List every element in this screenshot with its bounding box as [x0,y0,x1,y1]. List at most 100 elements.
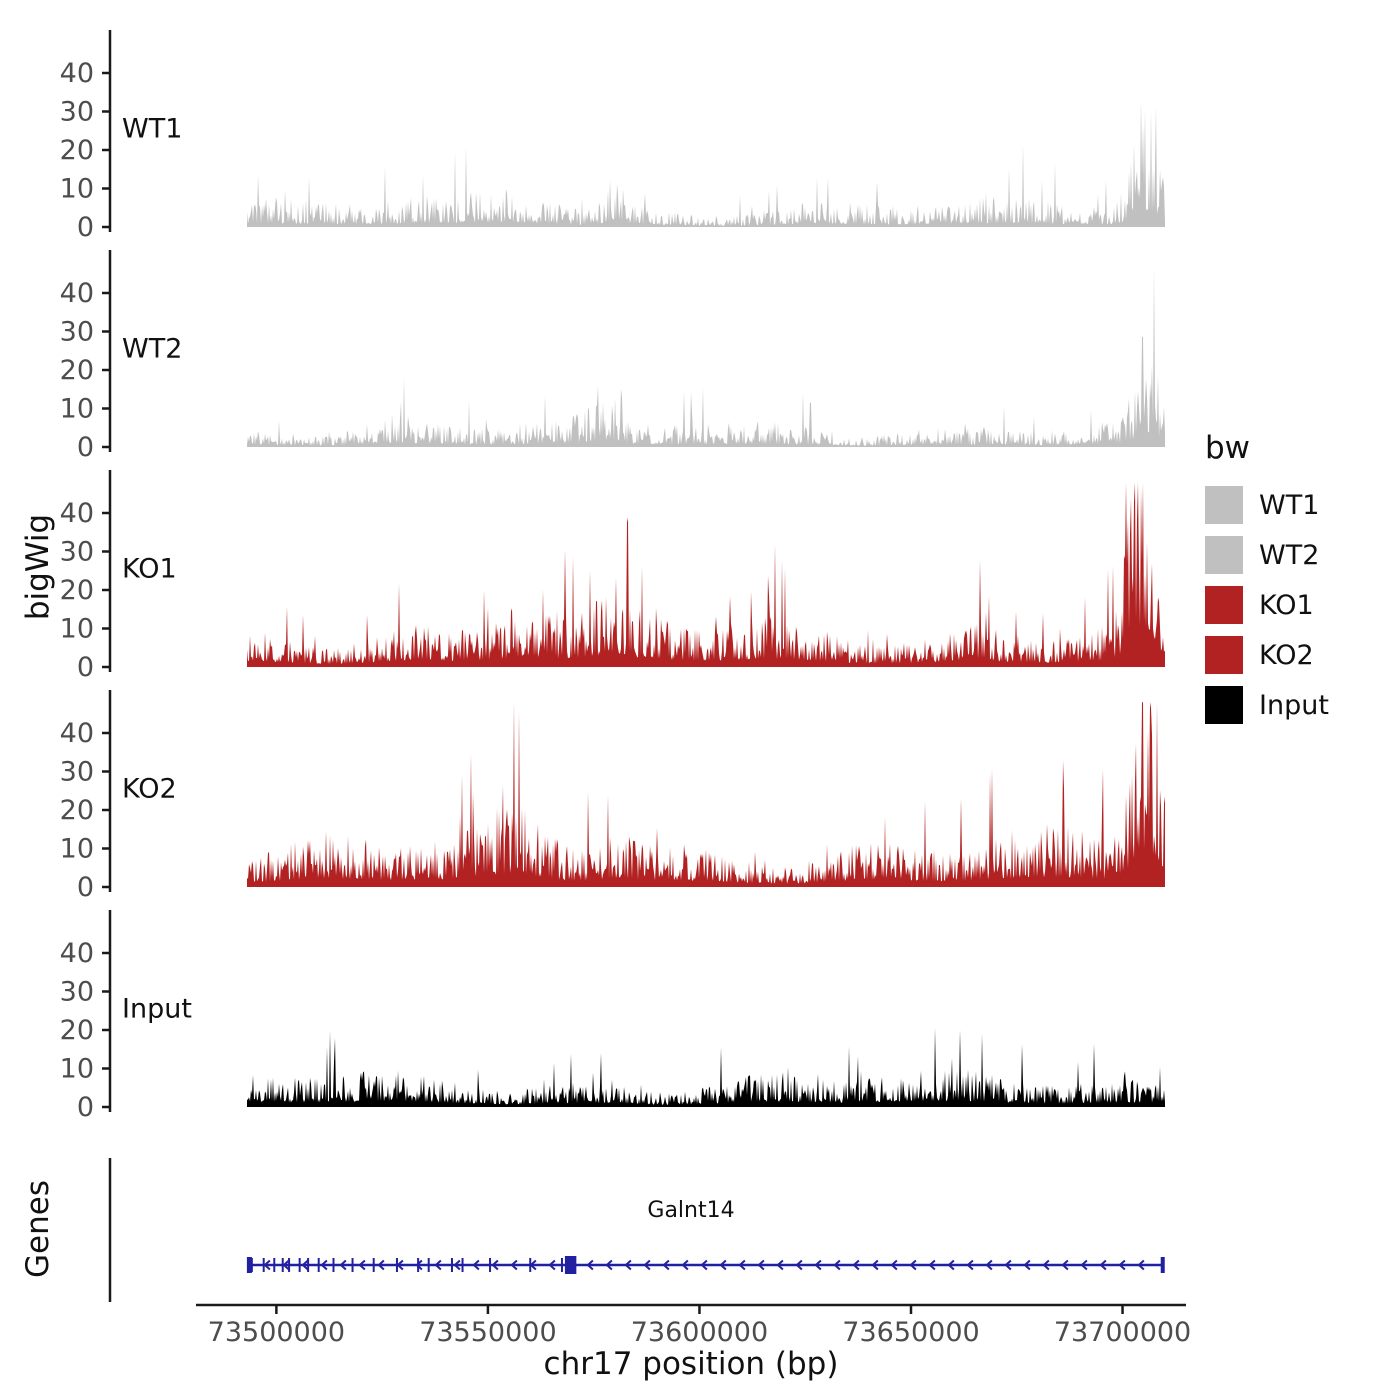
y-tick-label: 40 [60,938,94,969]
gene-track [108,1158,1165,1302]
strand-arrow-left-icon [909,1259,917,1271]
strand-arrow-left-icon [852,1259,860,1271]
strand-arrow-left-icon [567,1259,575,1271]
legend-item-KO1: KO1 [1205,580,1329,630]
y-tick-label: 10 [60,174,94,205]
coverage-area-KO1 [247,482,1165,667]
y-axis-title-bigwig: bigWig [20,513,56,621]
y-tick-label: 0 [77,212,94,243]
strand-arrow-left-icon [339,1259,347,1271]
strand-arrow-left-icon [776,1259,784,1271]
gene-name-label: Galnt14 [647,1198,735,1223]
strand-arrow-left-icon [624,1259,632,1271]
y-tick-label: 30 [60,537,94,568]
strand-arrow-left-icon [890,1259,898,1271]
strand-arrow-left-icon [662,1259,670,1271]
strand-arrow-left-icon [396,1259,404,1271]
y-tick-label: 20 [60,1015,94,1046]
legend-swatch-icon [1205,636,1243,674]
strand-arrow-left-icon [681,1259,689,1271]
strand-arrow-left-icon [1061,1259,1069,1271]
strand-arrow-left-icon [282,1259,290,1271]
strand-arrow-left-icon [605,1259,613,1271]
strand-arrow-left-icon [529,1259,537,1271]
x-tick-label: 73650000 [842,1317,979,1348]
track-label: Input [122,994,192,1025]
y-tick-label: 20 [60,575,94,606]
legend-swatch-icon [1205,586,1243,624]
y-tick-label: 10 [60,834,94,865]
strand-arrow-left-icon [643,1259,651,1271]
y-tick-label: 20 [60,135,94,166]
y-tick-label: 10 [60,1054,94,1085]
track-label: KO2 [122,774,177,805]
track-panel-KO2: 0 10 20 30 40 KO2 [60,690,1165,903]
x-tick-label: 73700000 [1054,1317,1191,1348]
strand-arrow-left-icon [434,1259,442,1271]
legend-item-WT2: WT2 [1205,530,1329,580]
strand-arrow-left-icon [301,1259,309,1271]
strand-arrow-left-icon [548,1259,556,1271]
y-tick-label: 30 [60,757,94,788]
y-tick-label: 30 [60,977,94,1008]
thick-exon [564,1256,577,1274]
y-tick-label: 0 [77,652,94,683]
strand-arrow-left-icon [738,1259,746,1271]
coverage-area-WT2 [247,267,1165,447]
legend-label: Input [1259,689,1329,721]
strand-arrow-left-icon [453,1259,461,1271]
y-tick-label: 0 [77,872,94,903]
strand-arrow-left-icon [966,1259,974,1271]
track-panel-Input: 0 10 20 30 40 Input [60,910,1165,1123]
track-label: WT2 [122,334,182,365]
legend-item-Input: Input [1205,680,1329,730]
gene-start-bar [246,1257,252,1273]
track-panel-KO1: 0 10 20 30 40 KO1 [60,470,1165,683]
strand-arrow-left-icon [1137,1259,1145,1271]
legend-label: KO2 [1259,639,1314,671]
legend-items: WT1 WT2 KO1 KO2 Input [1205,480,1329,730]
y-axis-title-genes: Genes [20,1180,56,1278]
strand-arrow-left-icon [700,1259,708,1271]
strand-arrow-left-icon [472,1259,480,1271]
x-tick-label: 73600000 [631,1317,768,1348]
strand-arrow-left-icon [985,1259,993,1271]
legend-label: KO1 [1259,589,1314,621]
y-tick-label: 40 [60,278,94,309]
coverage-area-KO2 [247,702,1165,887]
strand-arrow-left-icon [263,1259,271,1271]
track-panel-WT2: 0 10 20 30 40 WT2 [60,250,1165,463]
strand-arrow-left-icon [377,1259,385,1271]
legend-title: bw [1205,430,1251,466]
track-panel-WT1: 0 10 20 30 40 WT1 [60,30,1165,243]
legend-label: WT2 [1259,539,1320,571]
strand-arrow-left-icon [757,1259,765,1271]
y-tick-label: 30 [60,317,94,348]
strand-arrow-left-icon [510,1259,518,1271]
strand-arrow-left-icon [320,1259,328,1271]
legend-swatch-icon [1205,686,1243,724]
strand-arrow-left-icon [795,1259,803,1271]
strand-arrow-left-icon [719,1259,727,1271]
y-tick-label: 40 [60,58,94,89]
y-tick-label: 10 [60,614,94,645]
x-tick-label: 73500000 [208,1317,345,1348]
gene-end-bar [1160,1257,1165,1273]
legend-label: WT1 [1259,489,1320,521]
legend-item-KO2: KO2 [1205,630,1329,680]
strand-arrow-left-icon [1042,1259,1050,1271]
y-tick-label: 20 [60,355,94,386]
strand-arrow-left-icon [1099,1259,1107,1271]
y-tick-label: 0 [77,432,94,463]
y-tick-label: 20 [60,795,94,826]
strand-arrow-left-icon [358,1259,366,1271]
y-tick-label: 40 [60,498,94,529]
strand-arrow-left-icon [1004,1259,1012,1271]
strand-arrow-left-icon [928,1259,936,1271]
strand-arrow-left-icon [491,1259,499,1271]
track-label: WT1 [122,114,182,145]
legend: bw WT1 WT2 KO1 KO2 Input [1205,430,1329,730]
y-tick-label: 10 [60,394,94,425]
